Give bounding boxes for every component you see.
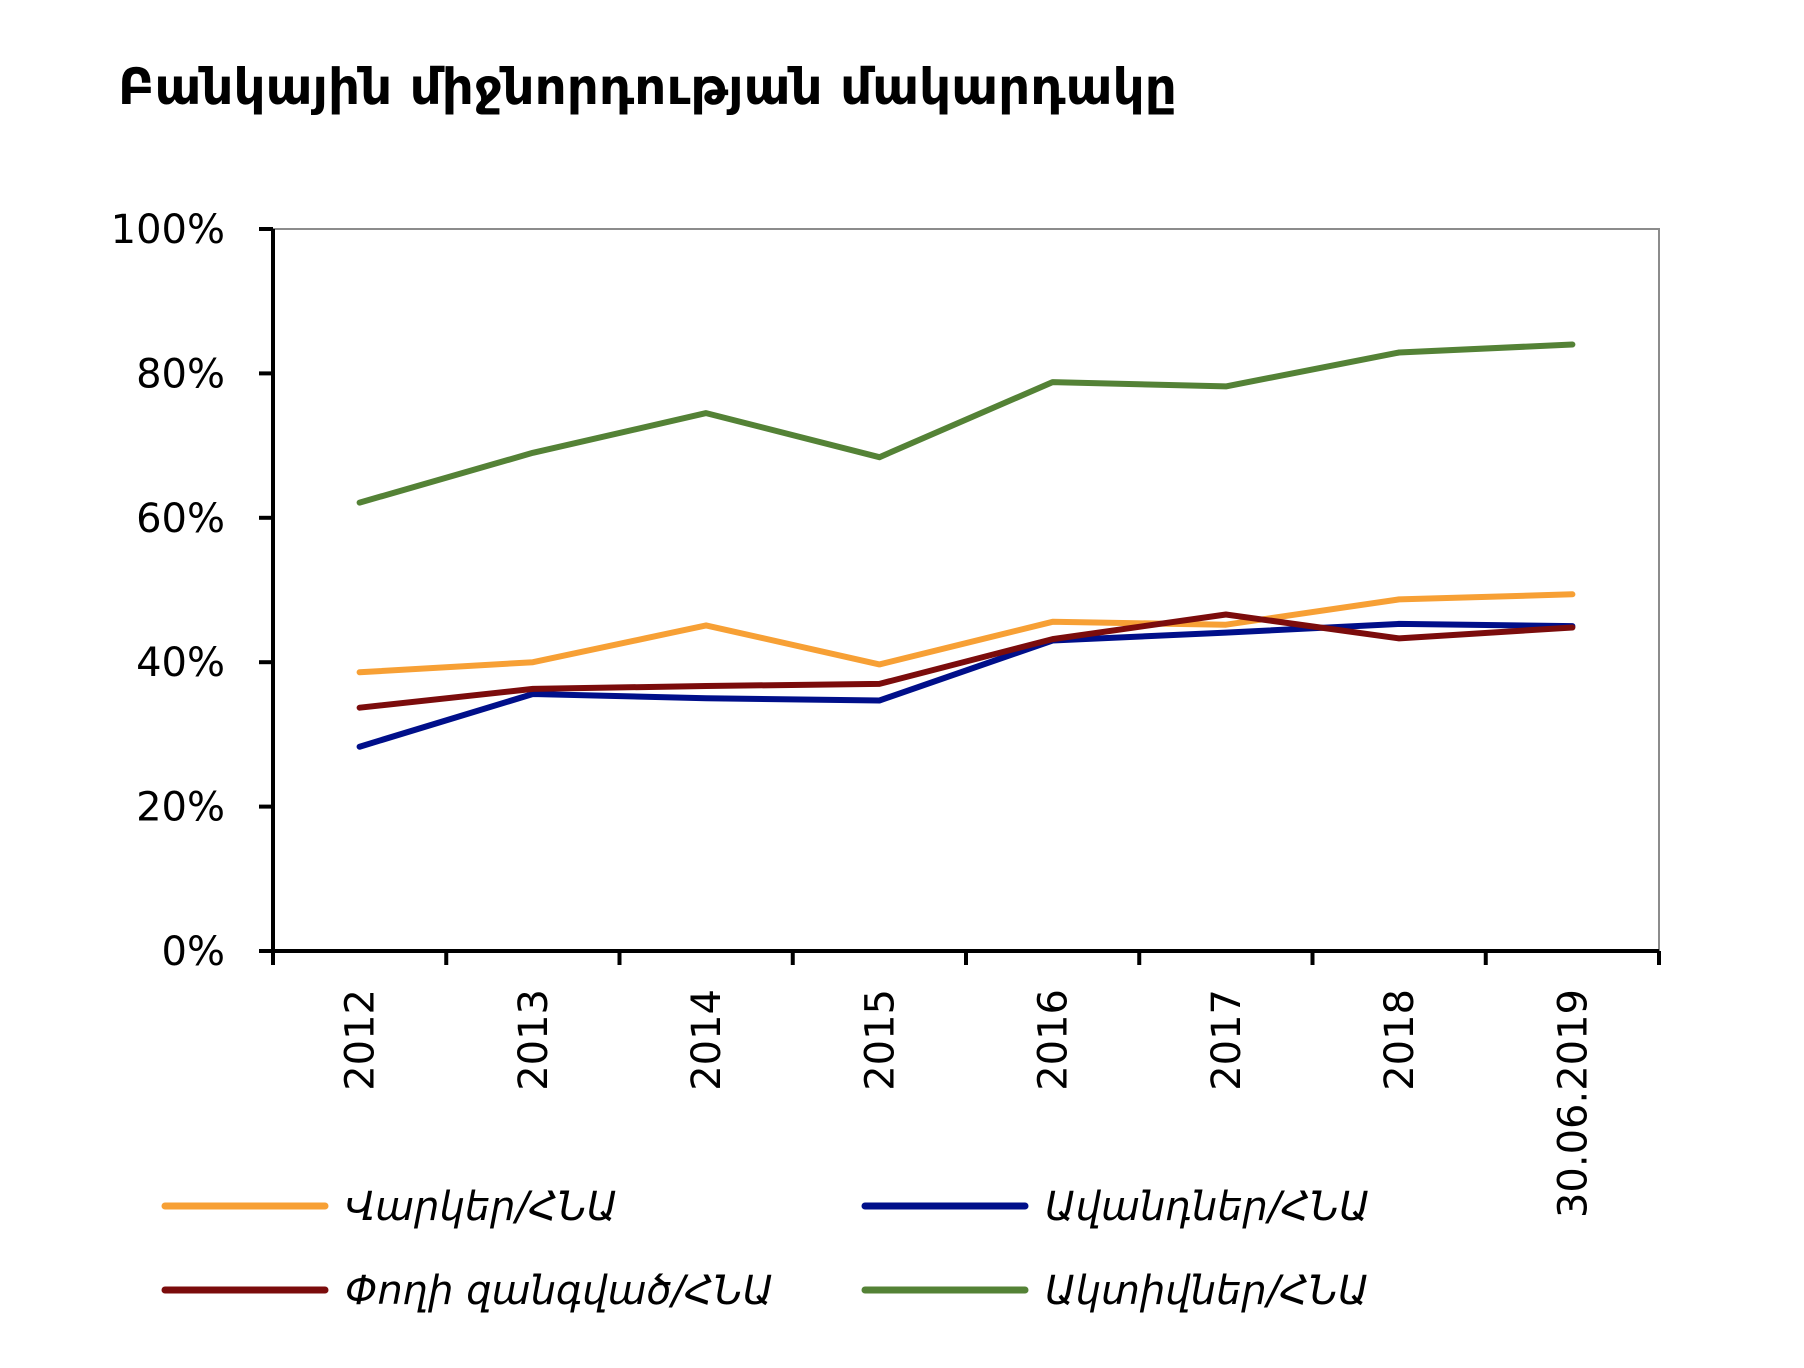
- x-tick-label: 2017: [1204, 989, 1250, 1091]
- series-line: [356, 591, 1576, 676]
- legend-label: Վարկեր/ՀՆԱ: [345, 1184, 617, 1230]
- legend-label: Փողի զանգված/ՀՆԱ: [345, 1268, 773, 1314]
- y-tick-label: 60%: [136, 496, 225, 542]
- y-axis: 0% 20% 40% 60% 80% 100%: [111, 207, 273, 975]
- plot-frame: [271, 228, 1660, 953]
- plot-border: [272, 228, 1660, 952]
- series-line: [356, 341, 1576, 506]
- x-tick-label: 2018: [1377, 989, 1423, 1091]
- x-tick-label: 2015: [857, 989, 903, 1091]
- legend: Վարկեր/ՀՆԱ Ավանդներ/ՀՆԱ Փողի զանգված/ՀՆԱ Ակ…: [161, 1184, 1370, 1314]
- x-tick-label: 2014: [684, 989, 730, 1091]
- legend-label: Ավանդներ/ՀՆԱ: [1045, 1184, 1370, 1230]
- series-line: [356, 620, 1576, 750]
- y-tick-label: 80%: [136, 351, 225, 397]
- series-line: [356, 611, 1576, 711]
- chart-title: Բանկային միջնորդության մակարդակը: [118, 58, 1177, 116]
- x-tick-label: 2013: [511, 989, 557, 1091]
- y-tick-label: 20%: [136, 785, 225, 831]
- y-tick-label: 40%: [136, 640, 225, 686]
- y-tick-label: 100%: [111, 207, 225, 253]
- series-lines: [356, 341, 1576, 750]
- x-axis: 2012 2013 2014 2015 2016 2017 2018 30.06.2019: [271, 951, 1661, 1218]
- x-tick-label: 2012: [338, 989, 384, 1091]
- legend-label: Ակտիվներ/ՀՆԱ: [1045, 1268, 1369, 1314]
- y-tick-label: 0%: [162, 929, 225, 975]
- x-tick-label: 2016: [1031, 989, 1077, 1091]
- x-tick-label: 30.06.2019: [1550, 989, 1596, 1218]
